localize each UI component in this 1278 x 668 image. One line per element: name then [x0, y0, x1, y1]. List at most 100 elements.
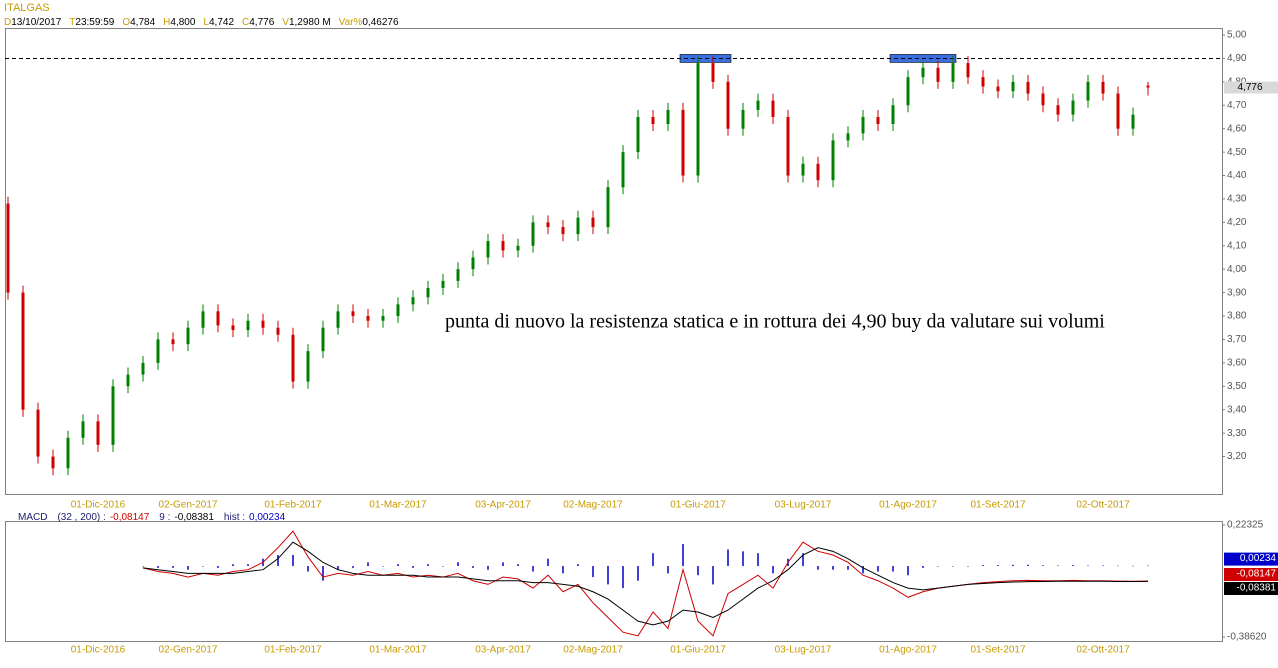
- hist-bar: [187, 566, 189, 570]
- candle-body: [1086, 81, 1090, 101]
- candle-body: [336, 311, 340, 328]
- info-key: T: [69, 17, 75, 28]
- candle-body: [951, 63, 955, 82]
- x-tick-label: 01-Set-2017: [970, 645, 1025, 656]
- y-tick-label: 3,70: [1227, 334, 1247, 345]
- candle-body: [801, 163, 805, 176]
- x-tick-label: 03-Lug-2017: [775, 645, 832, 656]
- candle-body: [1146, 85, 1150, 88]
- hist-bar: [1117, 565, 1119, 567]
- y-tick-label: 3,80: [1227, 311, 1247, 322]
- candle-body: [786, 116, 790, 176]
- legend-title: MACD: [18, 512, 47, 523]
- last-price-label: 4,776: [1237, 82, 1262, 93]
- candle-body: [1041, 93, 1045, 106]
- candle-body: [1131, 114, 1135, 129]
- hist-bar: [847, 566, 849, 570]
- candle-body: [1071, 100, 1075, 115]
- hist-bar: [232, 564, 234, 567]
- y-tick-label: 4,20: [1227, 217, 1247, 228]
- candle-body: [126, 374, 130, 387]
- candle-body: [216, 311, 220, 326]
- info-row: D13/10/2017 T23:59:59 O4,784 H4,800 L4,742 C4…: [4, 17, 399, 28]
- y-tick-label: 3,30: [1227, 428, 1247, 439]
- hist-bar: [682, 543, 684, 567]
- hist-bar: [472, 566, 474, 568]
- candle-body: [666, 109, 670, 125]
- hist-bar: [622, 566, 624, 589]
- hist-bar: [997, 565, 999, 567]
- candle-body: [621, 152, 625, 188]
- legend-value: -0,08381: [174, 512, 214, 523]
- candle-body: [36, 409, 40, 457]
- hist-bar: [517, 564, 519, 567]
- candle-body: [1101, 81, 1105, 94]
- candle-body: [906, 77, 910, 106]
- info-value: 13/10/2017: [11, 17, 61, 28]
- hist-bar: [757, 553, 759, 567]
- hist-bar: [202, 566, 204, 567]
- candle-body: [51, 456, 55, 469]
- last-value-label: 0,00234: [1240, 553, 1277, 564]
- y-tick-label: 3,90: [1227, 287, 1247, 298]
- hist-bar: [1087, 565, 1089, 567]
- last-value-label: -0,08147: [1237, 569, 1277, 580]
- candle-body: [96, 421, 100, 445]
- x-tick-label: 01-Ago-2017: [879, 645, 937, 656]
- candle-body: [81, 421, 85, 438]
- candle-body: [141, 362, 145, 375]
- y-tick-label: 4,70: [1227, 100, 1247, 111]
- hist-bar: [382, 566, 384, 567]
- candle-body: [921, 67, 925, 78]
- y-tick-label: 3,40: [1227, 404, 1247, 415]
- x-tick-label: 03-Apr-2017: [475, 645, 531, 656]
- y-tick-label: 4,00: [1227, 264, 1247, 275]
- hist-bar: [862, 566, 864, 574]
- info-value: 4,800: [170, 17, 195, 28]
- candle-body: [486, 241, 490, 258]
- hist-bar: [832, 566, 834, 570]
- candle-body: [531, 222, 535, 246]
- legend-value: 0,00234: [249, 512, 286, 523]
- hist-bar: [637, 566, 639, 581]
- hist-bar: [667, 566, 669, 574]
- y-tick-label: 4,50: [1227, 147, 1247, 158]
- hist-bar: [982, 565, 984, 567]
- y-tick-label: 4,90: [1227, 53, 1247, 64]
- info-key: Var%: [339, 17, 363, 28]
- hist-bar: [142, 566, 144, 567]
- candle-body: [231, 325, 235, 331]
- hist-bar: [877, 566, 879, 572]
- candle-body: [21, 292, 25, 410]
- candle-body: [261, 320, 265, 328]
- info-key: C: [242, 17, 249, 28]
- hist-bar: [1147, 565, 1149, 567]
- x-tick-label: 02-Gen-2017: [159, 500, 218, 511]
- candle-body: [351, 311, 355, 317]
- candle-body: [996, 86, 1000, 92]
- hist-bar: [1042, 565, 1044, 567]
- candle-body: [816, 163, 820, 181]
- candle-body: [591, 217, 595, 228]
- candle-body: [471, 257, 475, 270]
- candle-body: [201, 311, 205, 328]
- x-tick-label: 01-Feb-2017: [264, 645, 322, 656]
- candle-body: [1116, 93, 1120, 129]
- y-tick-label: 4,10: [1227, 240, 1247, 251]
- last-price-box: [1224, 81, 1278, 94]
- hist-bar: [292, 555, 294, 567]
- hist-bar: [562, 566, 564, 574]
- chart-title: ITALGAS: [4, 2, 50, 14]
- candle-body: [366, 316, 370, 321]
- hist-bar: [1072, 565, 1074, 567]
- candle-body: [576, 217, 580, 235]
- x-tick-label: 01-Feb-2017: [264, 500, 322, 511]
- candle-body: [726, 81, 730, 129]
- hist-bar: [1132, 565, 1134, 567]
- info-key: O: [122, 17, 130, 28]
- hist-bar: [952, 566, 954, 567]
- x-tick-label: 01-Set-2017: [970, 500, 1025, 511]
- macd-panel-frame: [5, 521, 1223, 642]
